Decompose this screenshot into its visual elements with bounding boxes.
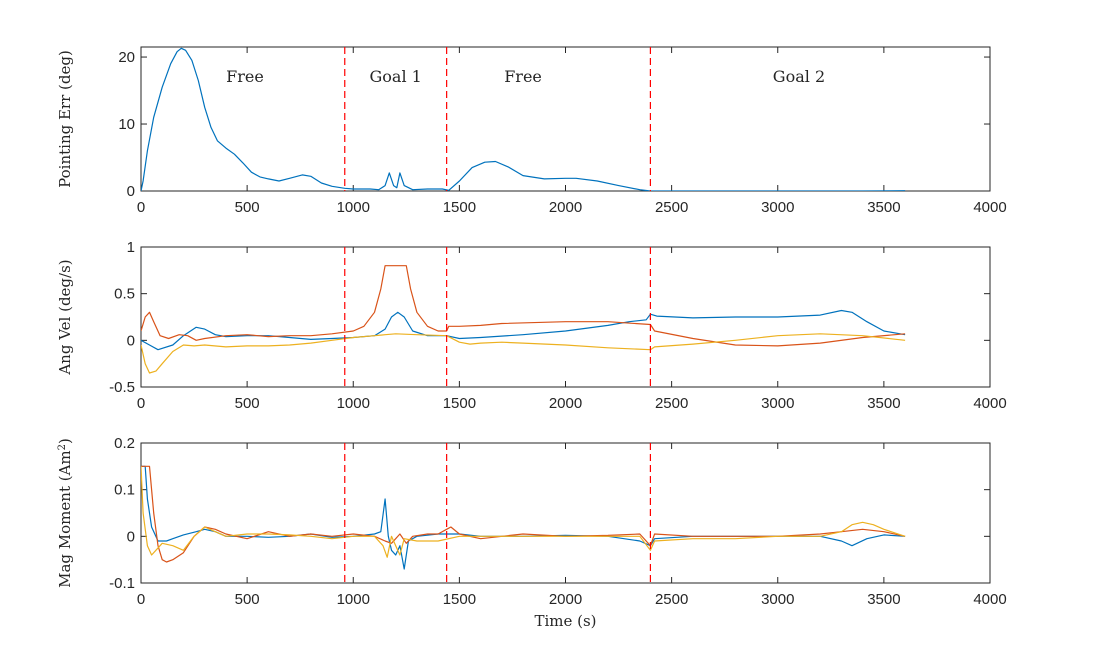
y-tick-label: 10 (118, 116, 135, 133)
x-tick-label: 500 (235, 395, 260, 412)
angular-velocity-panel: 0 500 1000 1500 2000 2500 3000 3500 4000-0.500.5… (56, 239, 1007, 412)
y-axis-label: Mag Moment (Am2) (56, 438, 74, 588)
x-tick-label: 1000 (337, 395, 370, 412)
region-label: Free (226, 67, 264, 86)
series-group (141, 47, 906, 191)
region-label: Free (504, 67, 542, 86)
y-axis-label: Pointing Err (deg) (56, 50, 74, 188)
y-axis-label: Ang Vel (deg/s) (56, 259, 74, 375)
region-label: Goal 2 (773, 67, 825, 86)
x-tick-label: 3500 (867, 199, 900, 216)
axes-box (140, 442, 991, 584)
x-tick-label: 1500 (443, 199, 476, 216)
x-tick-label: 1000 (337, 591, 370, 608)
x-tick-label: 3500 (867, 591, 900, 608)
y-tick-label: 0 (127, 528, 135, 545)
x-axis-label: Time (s) (534, 612, 596, 630)
region-label: Goal 1 (370, 67, 422, 86)
x-tick-label: 2000 (549, 591, 582, 608)
x-tick-label: 1500 (443, 591, 476, 608)
y-tick-label: 0.5 (114, 286, 135, 303)
axes-box (140, 246, 991, 388)
y-tick-label: -0.1 (109, 575, 135, 592)
x-tick-label: 4000 (973, 591, 1006, 608)
y-tick-label: -0.5 (109, 379, 135, 396)
y-tick-label: 0.1 (114, 482, 135, 499)
series-line-1 (141, 309, 906, 351)
series-group (141, 265, 906, 374)
x-tick-label: 500 (235, 591, 260, 608)
magnetic-moment-panel: 0 500 1000 1500 2000 2500 3000 3500 4000-0.100.1… (56, 435, 1007, 630)
series-line-1 (141, 47, 906, 191)
series-line-3 (141, 333, 906, 374)
x-tick-label: 0 (137, 199, 145, 216)
x-tick-label: 500 (235, 199, 260, 216)
axes-box (140, 46, 991, 192)
x-tick-label: 2000 (549, 199, 582, 216)
x-tick-label: 1500 (443, 395, 476, 412)
x-tick-label: 0 (137, 591, 145, 608)
x-tick-label: 3000 (761, 199, 794, 216)
y-tick-label: 0 (127, 183, 135, 200)
series-group (141, 465, 906, 570)
x-tick-label: 2500 (655, 199, 688, 216)
y-tick-label: 0 (127, 332, 135, 349)
y-tick-label: 0.2 (114, 435, 135, 452)
series-line-1 (141, 465, 906, 570)
y-tick-label: 1 (127, 239, 135, 256)
x-tick-label: 3500 (867, 395, 900, 412)
x-tick-label: 3000 (761, 395, 794, 412)
x-tick-label: 2000 (549, 395, 582, 412)
x-tick-label: 2500 (655, 395, 688, 412)
series-line-2 (141, 465, 906, 563)
x-tick-label: 4000 (973, 395, 1006, 412)
x-tick-label: 0 (137, 395, 145, 412)
x-tick-label: 1000 (337, 199, 370, 216)
x-tick-label: 4000 (973, 199, 1006, 216)
y-tick-label: 20 (118, 49, 135, 66)
series-line-2 (141, 265, 906, 347)
pointing-error-panel: 0 500 1000 1500 2000 2500 3000 3500 4000 0 10 20 Fre… (56, 46, 1007, 216)
series-line-3 (141, 466, 906, 558)
x-tick-label: 3000 (761, 591, 794, 608)
x-tick-label: 2500 (655, 591, 688, 608)
